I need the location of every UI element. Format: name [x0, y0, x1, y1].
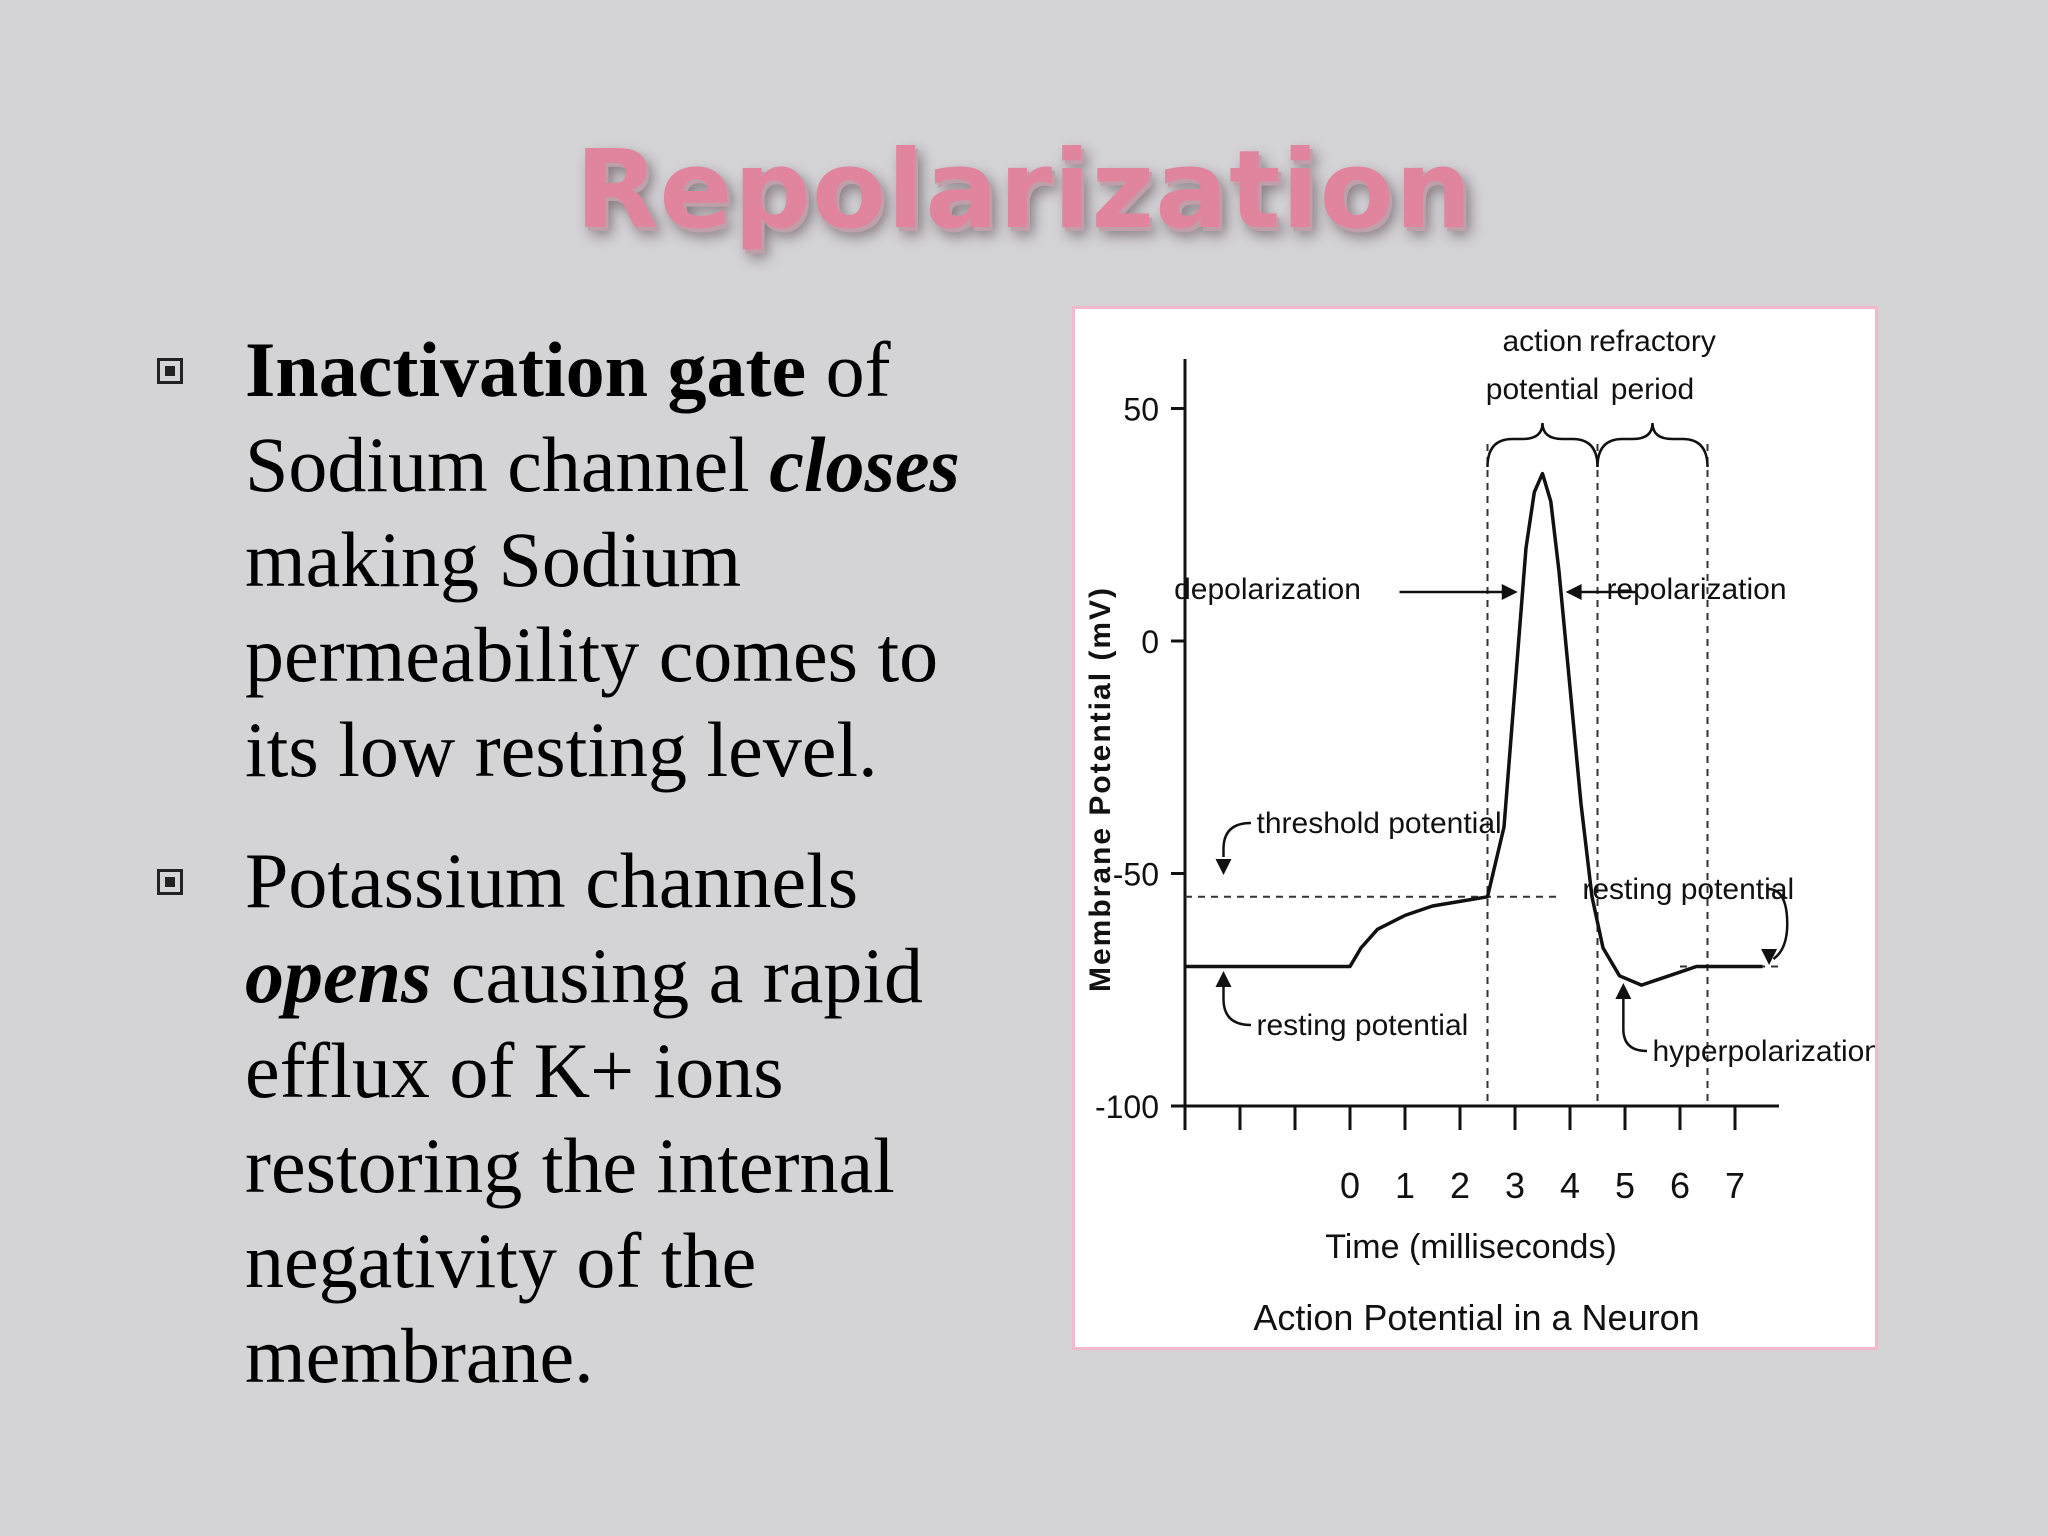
repolarization-label: repolarization: [1606, 573, 1786, 606]
bullet-line: efflux of K+ ions: [245, 1023, 1050, 1118]
emphasized-text: closes: [769, 421, 960, 508]
bullet-line: permeability comes to: [245, 607, 1050, 702]
y-tick-label: -100: [1095, 1089, 1159, 1125]
x-tick-label: 5: [1615, 1165, 1635, 1206]
bullet-line: opens causing a rapid: [245, 928, 1050, 1023]
bullet-line: making Sodium: [245, 512, 1050, 607]
brace-label: refractory: [1589, 325, 1716, 358]
text-run: restoring the internal: [245, 1122, 895, 1209]
bullet-list: Inactivation gate of Sodium channel close…: [150, 322, 1050, 1439]
resting-arrow-right: [1767, 887, 1789, 961]
bullet-text: Potassium channels opens causing a rapid e…: [245, 833, 1050, 1403]
x-tick-label: 2: [1450, 1165, 1470, 1206]
square-bullet-icon: [157, 358, 183, 384]
brace-label: period: [1611, 373, 1694, 406]
bullet-line: membrane.: [245, 1308, 1050, 1403]
x-tick-label: 1: [1395, 1165, 1415, 1206]
chart-title: Action Potential in a Neuron: [1253, 1297, 1699, 1338]
resting-potential-left-label: resting potential: [1257, 1009, 1469, 1042]
bullet-line: Potassium channels: [245, 833, 1050, 928]
x-tick-label: 0: [1340, 1165, 1360, 1206]
x-tick-label: 7: [1725, 1165, 1745, 1206]
text-run: efflux of K+ ions: [245, 1027, 784, 1114]
action-potential-brace: [1486, 422, 1599, 468]
bullet-item: Potassium channels opens causing a rapid e…: [150, 833, 1050, 1403]
action-potential-figure: 50 0 -50 -100 0 1 2 3 4 5 6 7 Time (milliseconds) Mem…: [1072, 306, 1878, 1350]
bullet-item: Inactivation gate of Sodium channel close…: [150, 322, 1050, 797]
text-run: Potassium channels: [245, 837, 859, 924]
text-run: making Sodium: [245, 516, 742, 603]
x-tick-label: 3: [1505, 1165, 1525, 1206]
text-run: its low resting level.: [245, 706, 878, 793]
arrow-head-icon: [1215, 859, 1232, 875]
bullet-line: Inactivation gate of: [245, 322, 1050, 417]
x-axis-title: Time (milliseconds): [1325, 1228, 1617, 1266]
text-run: membrane.: [245, 1312, 594, 1399]
text-run: Sodium channel: [245, 421, 770, 508]
text-run: negativity of the: [245, 1217, 757, 1304]
hyperpolarization-label: hyperpolarization: [1653, 1035, 1876, 1068]
text-run: permeability comes to: [245, 611, 939, 698]
bullet-line: its low resting level.: [245, 702, 1050, 797]
arrow-head-icon: [1565, 584, 1582, 600]
square-bullet-icon: [157, 869, 183, 895]
bullet-text: Inactivation gate of Sodium channel close…: [245, 322, 1050, 797]
y-axis-title: Membrane Potential (mV): [1084, 586, 1117, 992]
bullet-line: restoring the internal: [245, 1118, 1050, 1213]
brace-label: action: [1502, 325, 1582, 358]
y-tick-label: 50: [1123, 392, 1159, 428]
slide-title: Repolarization: [575, 128, 1473, 253]
emphasized-text: opens: [245, 932, 432, 1019]
y-tick-label: -50: [1113, 857, 1159, 893]
depolarization-label: depolarization: [1174, 573, 1361, 606]
threshold-label: threshold potential: [1257, 807, 1502, 840]
arrow-head-icon: [1761, 949, 1778, 965]
arrow-head-icon: [1501, 584, 1518, 600]
arrow-head-icon: [1615, 983, 1632, 999]
text-run: of: [806, 326, 891, 413]
x-tick-label: 4: [1560, 1165, 1580, 1206]
action-potential-curve: [1185, 471, 1763, 987]
emphasized-text: Inactivation gate: [245, 326, 807, 413]
bullet-line: Sodium channel closes: [245, 417, 1050, 512]
arrow-head-icon: [1215, 971, 1232, 987]
resting-potential-right-label: resting potential: [1582, 873, 1794, 906]
resting-arrow-left: [1222, 985, 1252, 1027]
threshold-arrow: [1222, 821, 1252, 857]
y-tick-label: 0: [1141, 624, 1159, 660]
brace-label: potential: [1486, 373, 1599, 406]
text-run: causing a rapid: [431, 932, 924, 1019]
hyperpolarization-arrow: [1622, 999, 1648, 1053]
refractory-period-brace: [1596, 422, 1709, 468]
x-tick-label: 6: [1670, 1165, 1690, 1206]
bullet-line: negativity of the: [245, 1213, 1050, 1308]
